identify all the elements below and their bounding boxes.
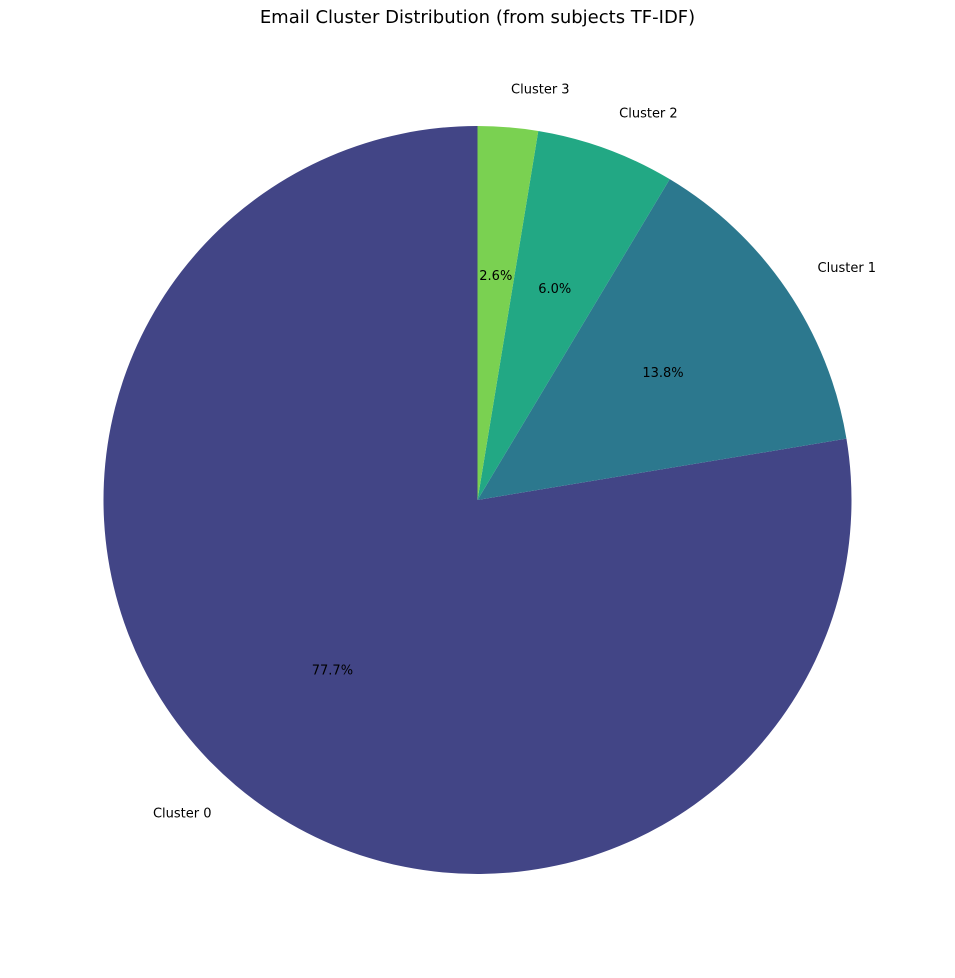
slice-label: Cluster 0 — [153, 806, 212, 821]
slice-percent-label: 2.6% — [479, 269, 512, 284]
slice-percent-label: 6.0% — [538, 282, 571, 297]
pie-slices — [103, 126, 852, 874]
slice-label: Cluster 1 — [818, 261, 877, 276]
slice-label: Cluster 2 — [619, 106, 678, 121]
chart-title: Email Cluster Distribution (from subject… — [259, 7, 696, 28]
slice-labels: Cluster 0 Cluster 1 Cluster 2 Cluster 3 — [153, 82, 876, 821]
pie-slice-cluster-3 — [477, 126, 539, 500]
slice-label: Cluster 3 — [511, 82, 570, 97]
slice-percent-label: 13.8% — [642, 366, 683, 381]
pie-slice-cluster-2 — [477, 130, 670, 500]
slice-percent-label: 77.7% — [312, 664, 353, 679]
pie-slice-cluster-1 — [477, 179, 847, 500]
slice-percent-labels: 77.7% 13.8% 6.0% 2.6% — [312, 269, 684, 679]
